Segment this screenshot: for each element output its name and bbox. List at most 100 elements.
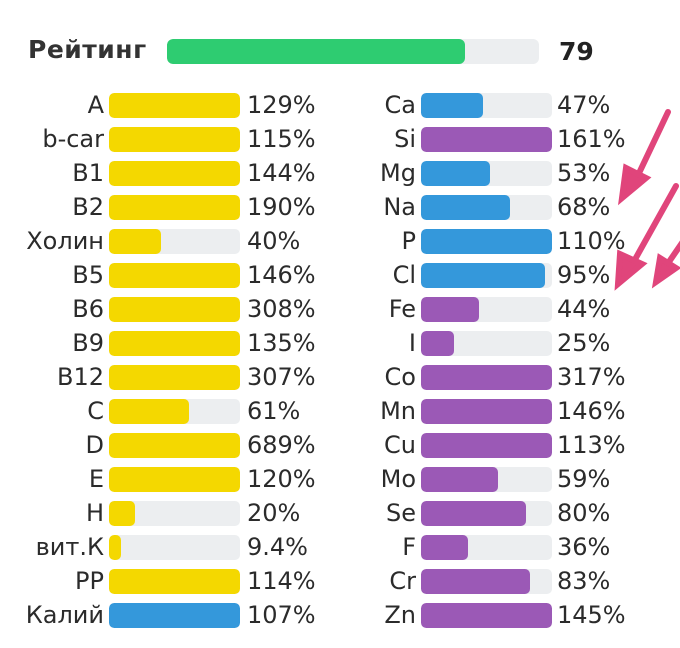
nutrient-row: D 689% [0,429,330,463]
nutrient-bar-fill [421,127,552,152]
nutrient-row: Zn 145% [330,599,680,633]
nutrient-percent: 317% [557,363,626,391]
nutrient-row: Калий 107% [0,599,330,633]
nutrient-percent: 115% [247,125,316,153]
nutrient-bar-track [421,467,552,492]
nutrient-bar-track [421,433,552,458]
nutrient-label-box: B12 [0,361,104,395]
nutrient-label-box: Se [330,497,416,531]
nutrient-name: B9 [72,329,104,357]
nutrient-label-box: F [330,531,416,565]
nutrient-name: B5 [72,261,104,289]
nutrient-bar-track [109,365,240,390]
nutrient-row: Se 80% [330,497,680,531]
nutrient-row: Холин 40% [0,225,330,259]
nutrient-label-box: PP [0,565,104,599]
rating-label: Рейтинг [28,35,147,64]
nutrient-label-box: Cl [330,259,416,293]
rating-bar-track [167,39,539,64]
nutrient-label-box: A [0,89,104,123]
nutrient-bar-fill [109,93,240,118]
nutrient-label-box: Калий [0,599,104,633]
nutrient-row: H 20% [0,497,330,531]
nutrient-bar-fill [421,331,454,356]
nutrient-row: E 120% [0,463,330,497]
nutrient-percent: 129% [247,91,316,119]
nutrient-bar-track [109,467,240,492]
nutrient-bar-fill [421,93,483,118]
nutrient-percent: 145% [557,601,626,629]
nutrient-name: B1 [72,159,104,187]
nutrient-bar-track [421,569,552,594]
nutrient-label-box: Co [330,361,416,395]
nutrient-name: Cr [389,567,416,595]
nutrient-bar-fill [109,535,122,560]
nutrient-bar-track [421,603,552,628]
nutrient-percent: 61% [247,397,301,425]
nutrient-bar-fill [109,467,240,492]
nutrient-percent: 20% [247,499,301,527]
nutrient-bar-track [109,569,240,594]
nutrient-bar-fill [421,161,491,186]
nutrient-row: Si 161% [330,123,680,157]
nutrient-name: b-car [42,125,104,153]
nutrient-name: Si [394,125,416,153]
nutrient-percent: 36% [557,533,611,561]
nutrient-percent: 9.4% [247,533,308,561]
nutrient-bar-track [421,331,552,356]
nutrient-name: Fe [388,295,416,323]
nutrient-row: Co 317% [330,361,680,395]
top-cut-header: р [0,0,680,4]
nutrient-bar-track [109,297,240,322]
nutrient-label-box: E [0,463,104,497]
nutrient-label-box: Mn [330,395,416,429]
nutrient-bar-track [421,161,552,186]
nutrient-row: Mn 146% [330,395,680,429]
nutrient-bar-track [421,93,552,118]
nutrient-label-box: Ca [330,89,416,123]
nutrient-label-box: Mo [330,463,416,497]
nutrient-label-box: Mg [330,157,416,191]
nutrient-label-box: P [330,225,416,259]
nutrient-bar-fill [109,161,240,186]
nutrient-bar-fill [421,603,552,628]
nutrient-bar-fill [109,569,240,594]
rating-bar-fill [167,39,465,64]
nutrient-row: Mo 59% [330,463,680,497]
nutrient-name: F [402,533,416,561]
nutrient-percent: 25% [557,329,611,357]
nutrient-row: A 129% [0,89,330,123]
nutrient-name: B12 [56,363,104,391]
nutrient-name: Co [384,363,416,391]
nutrient-label-box: Na [330,191,416,225]
nutrient-bar-track [109,399,240,424]
nutrient-name: Zn [384,601,416,629]
nutrient-name: I [408,329,416,357]
nutrient-row: B6 308% [0,293,330,327]
nutrient-percent: 80% [557,499,611,527]
nutrient-name: Cu [384,431,416,459]
nutrient-percent: 161% [557,125,626,153]
nutrient-row: Fe 44% [330,293,680,327]
nutrient-percent: 68% [557,193,611,221]
nutrient-bar-fill [421,229,552,254]
nutrient-name: E [88,465,104,493]
nutrient-percent: 144% [247,159,316,187]
nutrient-bar-track [421,127,552,152]
nutrient-percent: 83% [557,567,611,595]
nutrient-percent: 190% [247,193,316,221]
nutrient-name: C [87,397,104,425]
nutrient-percent: 114% [247,567,316,595]
nutrient-bar-track [421,535,552,560]
nutrient-bar-track [421,297,552,322]
nutrient-percent: 53% [557,159,611,187]
nutrient-bar-track [109,93,240,118]
nutrient-percent: 308% [247,295,316,323]
nutrient-row: вит.К 9.4% [0,531,330,565]
nutrient-bar-fill [109,501,136,526]
nutrient-row: Cr 83% [330,565,680,599]
nutrient-name: PP [75,567,104,595]
nutrient-bar-track [109,433,240,458]
nutrient-percent: 689% [247,431,316,459]
nutrient-bar-track [109,535,240,560]
